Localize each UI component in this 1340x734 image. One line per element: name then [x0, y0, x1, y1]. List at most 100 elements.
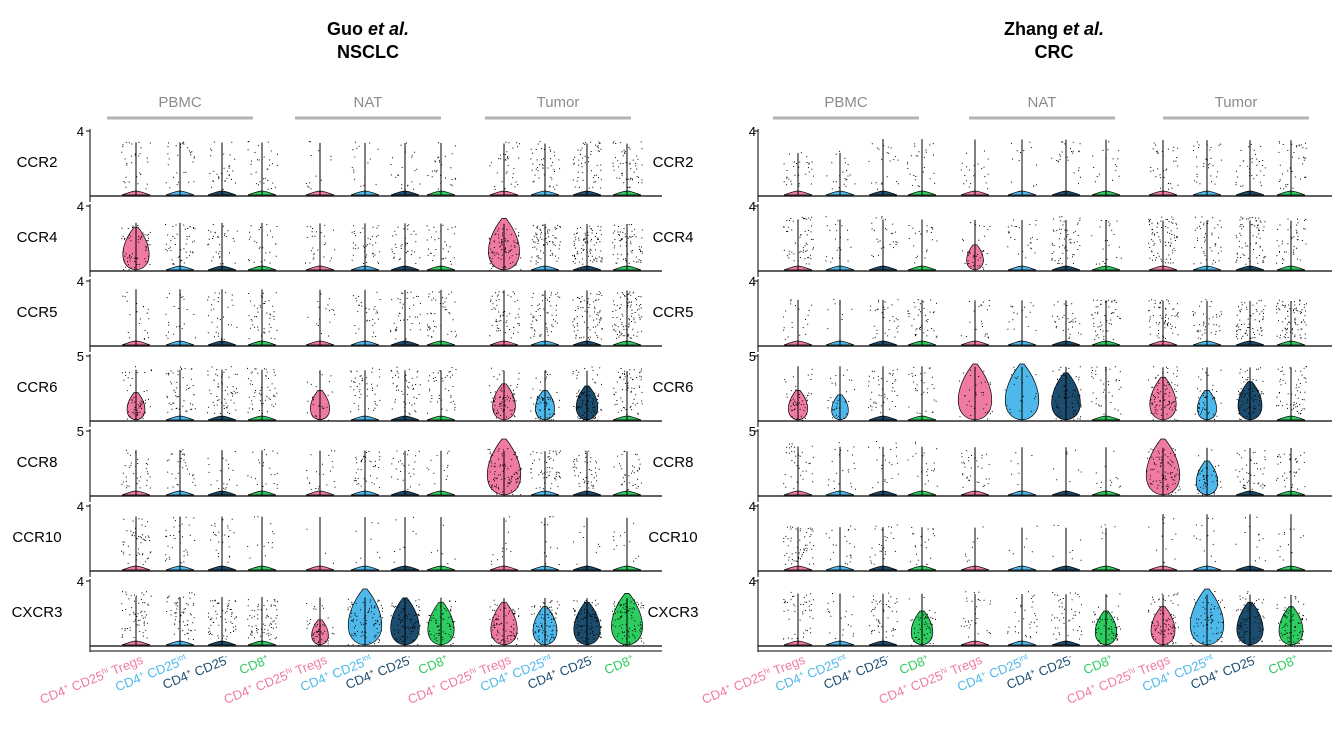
jitter-points — [1193, 517, 1216, 563]
jitter-points — [827, 442, 856, 490]
y-tick-label: 4 — [749, 499, 756, 514]
jitter-points — [613, 450, 642, 490]
y-tick-label: 5 — [749, 424, 756, 439]
y-tick-label: 4 — [77, 124, 84, 139]
author-label: Guo — [326, 19, 363, 39]
jitter-points — [247, 367, 278, 414]
gene-row: 4 CCR2 — [653, 124, 1332, 202]
jitter-points — [1091, 366, 1122, 415]
x-category-label: CD8+ — [602, 652, 636, 678]
jitter-points — [959, 369, 993, 420]
dataset-label: CRC — [1034, 42, 1074, 62]
y-tick-label: 4 — [749, 199, 756, 214]
jitter-points — [1236, 591, 1265, 646]
panel-title-guo: Guo et al. NSCLC — [218, 18, 518, 64]
jitter-points — [541, 516, 560, 565]
jitter-points — [1008, 525, 1038, 555]
jitter-points — [351, 141, 379, 187]
y-tick-label: 5 — [77, 349, 84, 364]
jitter-points — [908, 225, 938, 264]
jitter-points — [871, 216, 898, 257]
jitter-points — [868, 368, 898, 414]
jitter-points — [826, 150, 856, 190]
gene-row: 4 CCR4 — [653, 199, 1332, 277]
jitter-points — [1148, 299, 1179, 339]
jitter-points — [572, 450, 600, 489]
gene-label: CXCR3 — [648, 604, 699, 621]
jitter-points — [869, 299, 899, 339]
violin-panel: PBMC NAT Tumor 4 CCR2 4 CCR4 4 CCR5 5 CCR6 5 CCR8 4 CC… — [648, 94, 1332, 707]
gene-label: CCR2 — [653, 154, 694, 171]
jitter-points — [573, 599, 602, 645]
jitter-points — [247, 224, 278, 264]
gene-row: 5 CCR8 — [653, 424, 1332, 502]
jitter-points — [489, 367, 520, 421]
jitter-points — [1053, 449, 1082, 483]
jitter-points — [530, 450, 561, 490]
jitter-points — [783, 152, 814, 187]
jitter-points — [306, 450, 336, 490]
jitter-points — [612, 522, 640, 562]
gene-row: 5 CCR8 — [17, 424, 662, 502]
jitter-points — [390, 142, 421, 190]
jitter-points — [1276, 218, 1307, 264]
y-tick-label: 4 — [749, 124, 756, 139]
author-label: Zhang — [1003, 19, 1058, 39]
tissue-label: PBMC — [158, 94, 202, 111]
jitter-points — [247, 141, 278, 190]
jitter-points — [1010, 141, 1038, 187]
jitter-points — [1148, 366, 1178, 421]
jitter-points — [490, 516, 512, 565]
jitter-points — [827, 593, 854, 639]
jitter-points — [612, 291, 643, 339]
gene-label: CCR8 — [17, 454, 58, 471]
gene-label: CCR10 — [648, 529, 697, 546]
jitter-points — [965, 526, 984, 562]
gene-label: CCR5 — [17, 304, 58, 321]
jitter-points — [305, 141, 332, 190]
jitter-points — [1235, 216, 1266, 265]
y-tick-label: 5 — [749, 349, 756, 364]
jitter-points — [1150, 142, 1179, 190]
x-category-label: CD8+ — [416, 652, 450, 678]
jitter-points — [391, 224, 421, 264]
jitter-points — [431, 524, 456, 564]
jitter-points — [530, 292, 561, 339]
tissue-label: Tumor — [537, 94, 580, 111]
jitter-points — [306, 603, 335, 646]
jitter-points — [352, 291, 381, 338]
panel-title-zhang: Zhang et al. CRC — [904, 18, 1204, 64]
jitter-points — [1193, 216, 1222, 265]
jitter-points — [612, 141, 643, 188]
jitter-points — [247, 599, 278, 640]
gene-row: 4 CCR4 — [17, 199, 662, 277]
gene-row: 4 CXCR3 — [648, 574, 1332, 652]
dataset-label: NSCLC — [337, 42, 399, 62]
tissue-label: PBMC — [824, 94, 868, 111]
jitter-points — [1052, 301, 1082, 340]
jitter-points — [572, 141, 602, 189]
jitter-points — [488, 228, 522, 271]
gene-row: 4 CCR10 — [648, 499, 1332, 577]
jitter-points — [347, 598, 384, 646]
jitter-points — [784, 368, 813, 421]
tissue-label: Tumor — [1215, 94, 1258, 111]
gene-label: CCR4 — [17, 229, 58, 246]
etal-label: et al. — [367, 19, 410, 39]
jitter-points — [1100, 524, 1116, 540]
jitter-points — [1278, 141, 1307, 190]
jitter-points — [247, 449, 278, 489]
jitter-points — [1095, 450, 1121, 488]
jitter-points — [1091, 220, 1122, 265]
tissue-label: NAT — [354, 94, 383, 111]
jitter-points — [825, 216, 852, 263]
jitter-points — [355, 522, 381, 564]
gene-row: 5 CCR6 — [17, 349, 662, 427]
jitter-points — [166, 449, 196, 489]
y-tick-label: 4 — [77, 274, 84, 289]
gene-label: CCR4 — [653, 229, 694, 246]
gene-row: 4 CCR5 — [653, 274, 1332, 352]
jitter-points — [909, 526, 936, 565]
